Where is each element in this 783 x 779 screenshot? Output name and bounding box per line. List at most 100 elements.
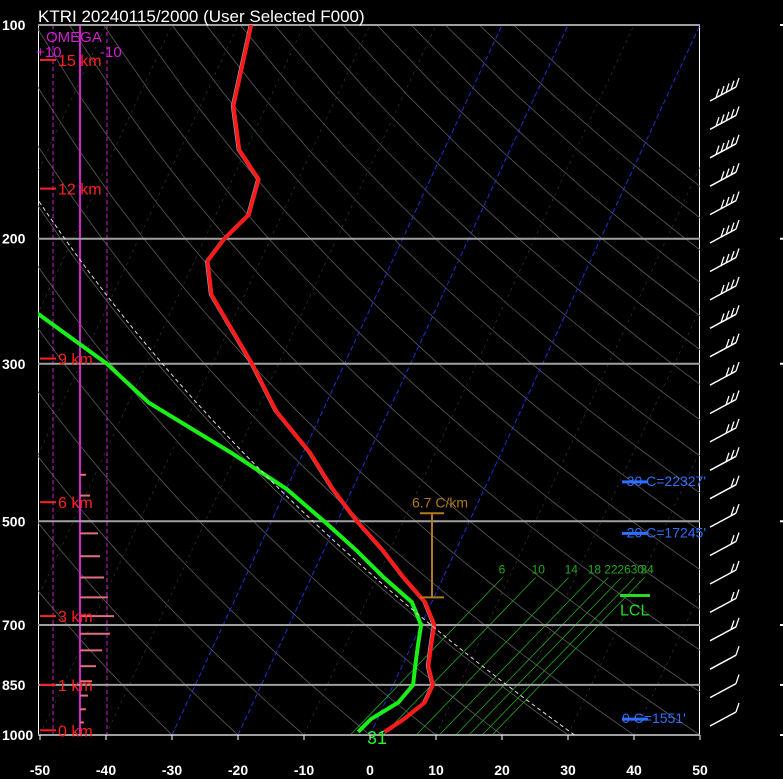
wind-barb [709, 162, 740, 187]
wind-barb-flag [735, 248, 740, 258]
wind-barb-flag [720, 142, 725, 153]
dry-adiabat [342, 25, 700, 351]
omega-tick-left: +10 [36, 44, 61, 61]
wind-barb [709, 589, 740, 614]
wind-barb-flag [725, 168, 730, 178]
wind-barb-flag [735, 589, 740, 599]
mixing-ratio-label: 34 [641, 562, 655, 576]
wind-barb-flag [725, 338, 730, 349]
level-label: -20 C=17245' [622, 524, 706, 540]
dry-adiabat [239, 25, 700, 457]
dry-adiabat [274, 25, 700, 421]
wind-barb-flag [735, 447, 740, 457]
wind-barb-flag [730, 563, 735, 573]
isotherm-line [633, 592, 700, 735]
wind-barb-flag [735, 617, 740, 628]
mixing-ratio-label: 14 [565, 562, 579, 576]
wind-barb-flag [720, 114, 725, 124]
dry-adiabat [479, 25, 700, 219]
wind-barb-flag [725, 282, 730, 292]
temperature-tick-label: 0 [366, 762, 374, 778]
height-label: 1 km [58, 678, 93, 695]
dry-adiabat [513, 25, 700, 188]
wind-barb-flag [730, 392, 735, 403]
wind-barb-flag [725, 310, 730, 320]
wind-barb-flag [720, 227, 725, 238]
wind-barb-flag [735, 276, 740, 287]
pressure-label: 200 [2, 231, 26, 247]
wind-barb [709, 532, 740, 557]
wind-barb-flag [725, 196, 730, 207]
dry-adiabat [308, 25, 700, 385]
height-label: 6 km [58, 495, 93, 512]
wind-barb-staff [709, 711, 737, 727]
wind-barb-flag [730, 108, 735, 119]
wind-barb-flag [735, 560, 740, 571]
wind-barb-flag [725, 452, 730, 462]
temperature-tick-label: -40 [96, 762, 116, 778]
isotherm-line [369, 25, 700, 735]
wind-barb-flag [730, 165, 735, 176]
wind-barb [709, 134, 740, 159]
wind-barb-staff [709, 427, 737, 443]
wind-barb-flag [735, 475, 740, 485]
wind-barb-flag [725, 253, 730, 264]
temperature-tick-label: -30 [162, 762, 182, 778]
mixing-ratio-line [481, 577, 635, 735]
wind-barb [709, 77, 740, 102]
wind-barb-flag [735, 77, 740, 88]
wind-barb [709, 560, 740, 585]
wind-barb-flag [725, 225, 730, 235]
wind-barb [709, 248, 740, 273]
temperature-tick-label: 40 [626, 762, 642, 778]
temperature-tick-label: 20 [494, 762, 510, 778]
wind-barb-flag [735, 191, 740, 201]
height-label: 9 km [58, 352, 93, 369]
wind-barb-flag [735, 503, 740, 514]
isotherm-line [39, 25, 371, 735]
surface-temperature-label: 31 [367, 728, 387, 748]
dry-adiabat [410, 25, 700, 284]
wind-barb-staff [709, 569, 737, 585]
wind-barb-flag [735, 645, 740, 656]
isotherm-line [699, 734, 700, 735]
level-label: -30 C=22327' [622, 473, 706, 489]
wind-barb-flag [720, 85, 725, 96]
isotherm-line [38, 25, 107, 173]
wind-barb [709, 418, 740, 443]
wind-barb [709, 333, 740, 358]
wind-barb-flag [730, 591, 735, 602]
wind-barb-flag [715, 88, 720, 99]
wind-barb-flag [715, 145, 720, 155]
isotherm-line [38, 25, 173, 315]
isotherm-line [237, 25, 569, 735]
temperature-tick-label: -20 [228, 762, 248, 778]
pressure-label: 850 [2, 677, 26, 693]
wind-barb-staff [709, 342, 737, 358]
omega-label: OMEGA [46, 29, 102, 46]
wind-barb-flag [725, 395, 730, 406]
wind-barb [709, 361, 740, 386]
isotherm-line [303, 25, 635, 735]
dry-adiabat [38, 205, 569, 735]
wind-barb-flag [730, 421, 735, 431]
dry-adiabat [38, 145, 635, 735]
dry-adiabat [103, 25, 700, 610]
mixing-ratio-line [491, 577, 645, 735]
wind-barb-flag [720, 199, 725, 209]
isotherm-line [501, 308, 700, 735]
dry-adiabat [38, 590, 173, 735]
wind-barb-flag [730, 620, 735, 630]
height-label: 12 km [58, 182, 102, 199]
wind-barb [709, 702, 740, 727]
lapse-rate-label: 6.7 C/km [412, 494, 468, 510]
mixing-ratio-line [439, 577, 592, 735]
wind-barb-flag [730, 364, 735, 375]
dry-adiabat [69, 25, 700, 651]
wind-barb-flag [725, 424, 730, 434]
wind-barb-flag [725, 83, 730, 93]
wind-barb-flag [730, 307, 735, 318]
wind-barb-flag [720, 256, 725, 266]
wind-barb-flag [725, 111, 730, 122]
wind-barb-staff [709, 626, 737, 642]
